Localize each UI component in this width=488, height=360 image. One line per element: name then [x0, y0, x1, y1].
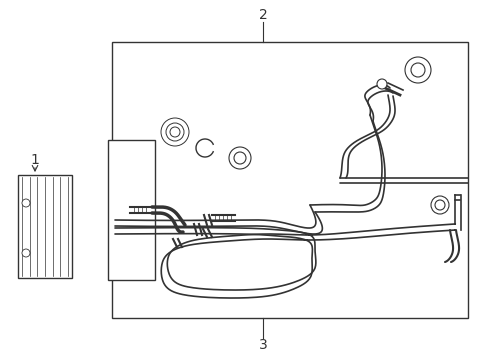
Bar — [112, 42, 467, 318]
Text: 1: 1 — [30, 153, 40, 167]
Circle shape — [430, 196, 448, 214]
Circle shape — [376, 79, 386, 89]
Circle shape — [404, 57, 430, 83]
Circle shape — [22, 199, 30, 207]
Circle shape — [228, 147, 250, 169]
Circle shape — [410, 63, 424, 77]
Text: 2: 2 — [258, 8, 267, 22]
Circle shape — [22, 249, 30, 257]
Text: 3: 3 — [258, 338, 267, 352]
Bar — [18, 175, 72, 278]
Circle shape — [234, 152, 245, 164]
Bar — [108, 140, 155, 280]
Circle shape — [434, 200, 444, 210]
